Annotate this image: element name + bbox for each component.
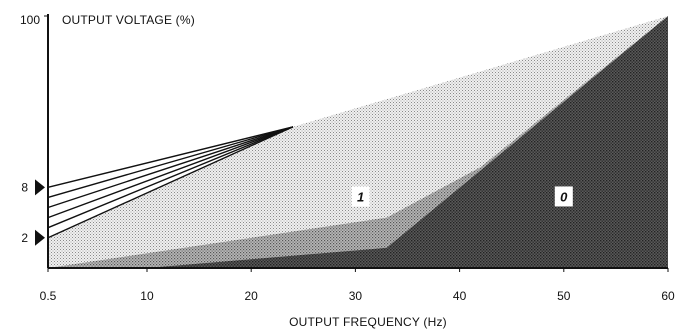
boost-line-3 [47,126,294,219]
y-axis-title: OUTPUT VOLTAGE (%) [62,13,195,27]
x-tick-label: 60 [661,289,675,303]
x-tick-label: 20 [245,289,259,303]
boost-line-1 [47,126,294,239]
region-label-box [351,186,370,207]
x-tick-label: 30 [349,289,363,303]
x-tick-label: 50 [557,289,571,303]
region-label-1: 1 [357,189,364,204]
region-label-0: 0 [560,189,568,204]
y-tick-arrow-icon [35,229,45,246]
regions-layer [48,16,668,268]
boost-line-5 [47,126,294,199]
x-tick-label: 10 [140,289,154,303]
region-label-box [554,186,573,207]
boost-line-4 [47,126,294,209]
x-axis-title: OUTPUT FREQUENCY (Hz) [289,315,447,329]
y-tick-label: 100 [20,13,40,27]
boost-lines-layer [47,126,294,239]
x-tick-label: 40 [453,289,467,303]
y-tick-label: 2 [21,231,28,245]
boost-line-2 [47,126,294,229]
y-tick-label: 8 [21,180,28,194]
x-tick-label: 0.5 [40,289,57,303]
y-tick-arrow-icon [35,179,45,196]
axes-layer [35,14,669,272]
boost-line-6 [47,126,294,189]
region-0 [147,16,668,268]
